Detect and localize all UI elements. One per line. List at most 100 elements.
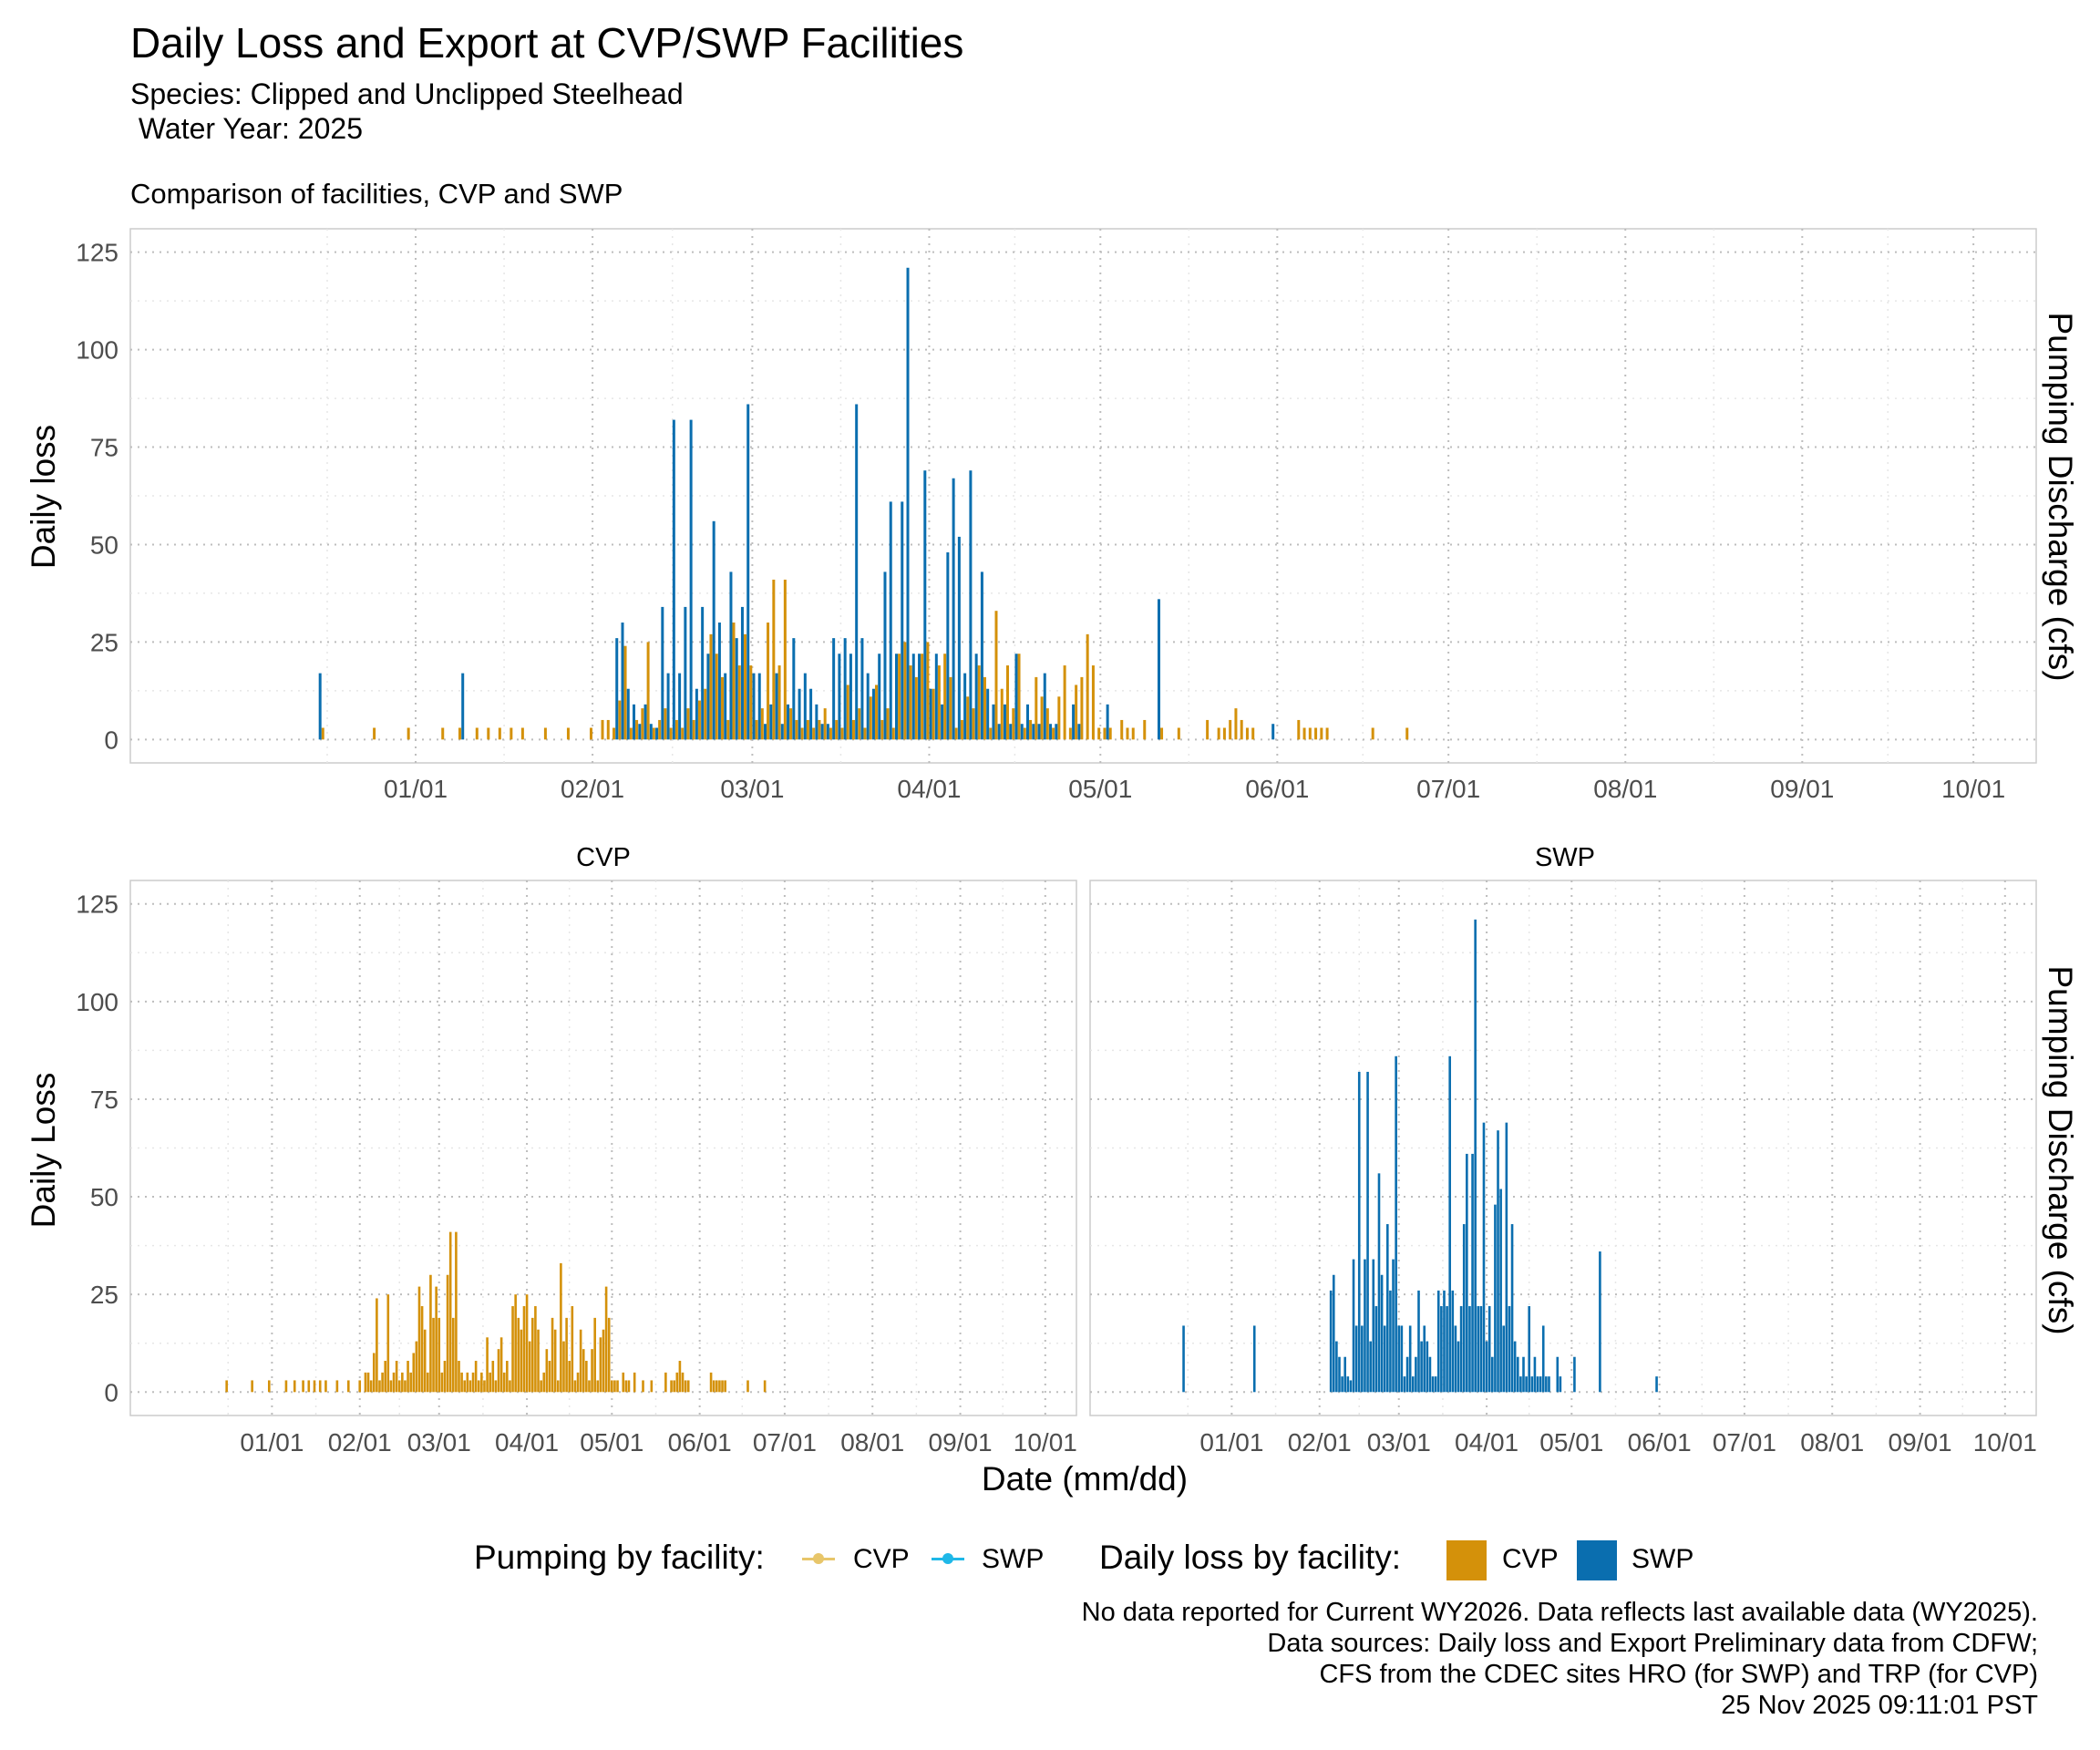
cvp-bar-cvp [650,1380,654,1393]
top-bar-cvp [1063,665,1066,740]
top-bar-swp [1157,599,1160,740]
cvp-bar-cvp [313,1380,316,1393]
cvp-x-tick-label: 09/01 [929,1428,993,1457]
top-x-tick-label: 04/01 [897,775,961,803]
top-bar-cvp [863,727,867,740]
swp-bar-swp [1485,1341,1488,1393]
swp-bar-swp [1556,1356,1560,1393]
top-bar-swp [769,704,773,740]
subtitle-water-year: Water Year: 2025 [130,112,363,145]
swp-bar-swp [1361,1325,1364,1393]
swp-bar-swp [1499,1189,1502,1393]
top-bar-cvp [875,685,879,740]
top-bar-cvp [1017,654,1021,740]
swp-bar-swp [1403,1376,1406,1393]
swp-bar-swp [1369,1341,1372,1393]
cvp-bar-cvp [427,1372,429,1393]
swp-bar-swp [1335,1341,1338,1393]
top-bar-cvp [1206,719,1210,740]
legend-pumping-cvp-label: CVP [853,1544,910,1574]
top-bar-swp [918,654,921,740]
top-bar-cvp [612,727,616,740]
swp-bar-swp [1448,1055,1451,1393]
legend-pumping-cvp-dot [813,1553,824,1564]
top-bar-cvp [475,727,479,740]
top-bar-cvp [994,611,998,740]
cvp-bar-cvp [664,1372,667,1393]
swp-bar-swp [1428,1356,1432,1393]
cvp-bar-cvp [466,1372,469,1393]
cvp-bar-cvp [542,1372,546,1393]
top-bar-cvp [658,719,662,740]
cvp-bar-cvp [417,1286,421,1393]
top-bar-cvp [1075,685,1078,740]
top-bar-cvp [1052,727,1055,740]
top-bar-swp [643,704,647,740]
cvp-bar-cvp [506,1361,509,1393]
top-bar-swp [855,404,859,740]
cvp-bar-cvp [551,1317,554,1393]
cvp-bar-cvp [540,1380,542,1393]
swp-bar-swp [1380,1274,1384,1393]
top-bar-swp [923,470,927,740]
top-bar-swp [901,501,904,740]
top-bar-swp [934,654,938,740]
cvp-x-tick-label: 01/01 [240,1428,304,1457]
cvp-bar-cvp [409,1372,412,1393]
top-bar-swp [661,606,664,740]
top-bar-swp [803,673,807,740]
cvp-x-tick-label: 10/01 [1014,1428,1077,1457]
top-bar-cvp [1320,727,1323,740]
top-bar-cvp [846,685,849,740]
top-bar-cvp [744,633,747,740]
top-bar-cvp [1045,708,1049,740]
facet-label-cvp: CVP [576,843,631,872]
swp-bar-swp [1573,1356,1576,1393]
cvp-bar-cvp [471,1372,475,1393]
top-bar-cvp [543,727,547,740]
top-bar-cvp [697,700,701,740]
top-bar-cvp [760,708,764,740]
top-bar-swp [724,673,727,740]
top-bar-cvp [1251,727,1255,740]
top-bar-cvp [737,665,741,740]
top-bar-cvp [652,727,655,740]
top-bar-swp [684,606,687,740]
swp-bar-swp [1491,1356,1494,1393]
swp-bar-swp [1372,1259,1375,1393]
cvp-bar-cvp [681,1372,685,1393]
cvp-x-tick-label: 03/01 [407,1428,471,1457]
cvp-bar-cvp [715,1380,718,1393]
top-bar-swp [1043,673,1046,740]
swp-bar-swp [1519,1376,1522,1393]
top-bar-cvp [898,654,901,740]
caption: No data reported for Current WY2026. Dat… [1082,1597,2038,1721]
cvp-x-tick-label: 04/01 [495,1428,559,1457]
cvp-bar-cvp [335,1380,339,1393]
x-axis-label: Date (mm/dd) [982,1460,1188,1498]
top-bar-cvp [943,654,947,740]
top-bar-cvp [407,727,410,740]
top-bar-swp [1271,724,1275,740]
caption-line: CFS from the CDEC sites HRO (for SWP) an… [1319,1660,2038,1689]
swp-bar-swp [1431,1376,1435,1393]
top-bar-cvp [903,642,907,740]
cvp-bar-cvp [392,1372,396,1393]
top-bar-cvp [1029,719,1033,740]
cvp-y-tick-label: 0 [104,1378,118,1406]
top-bar-cvp [1023,727,1026,740]
swp-bar-swp [1462,1224,1466,1393]
top-bar-swp [1009,724,1013,740]
cvp-bar-cvp [724,1380,726,1393]
top-bar-cvp [1131,727,1135,740]
top-bar-cvp [812,727,816,740]
top-x-tick-label: 09/01 [1770,775,1834,803]
top-bar-swp [633,704,636,740]
legend-loss-cvp-swatch [1446,1540,1487,1580]
cvp-bar-cvp [607,1317,611,1393]
top-bar-cvp [1245,727,1249,740]
swp-bar-swp [1508,1306,1511,1393]
top-bar-cvp [829,727,832,740]
cvp-bar-cvp [372,1353,376,1393]
chart-title: Daily Loss and Export at CVP/SWP Facilit… [130,19,964,67]
